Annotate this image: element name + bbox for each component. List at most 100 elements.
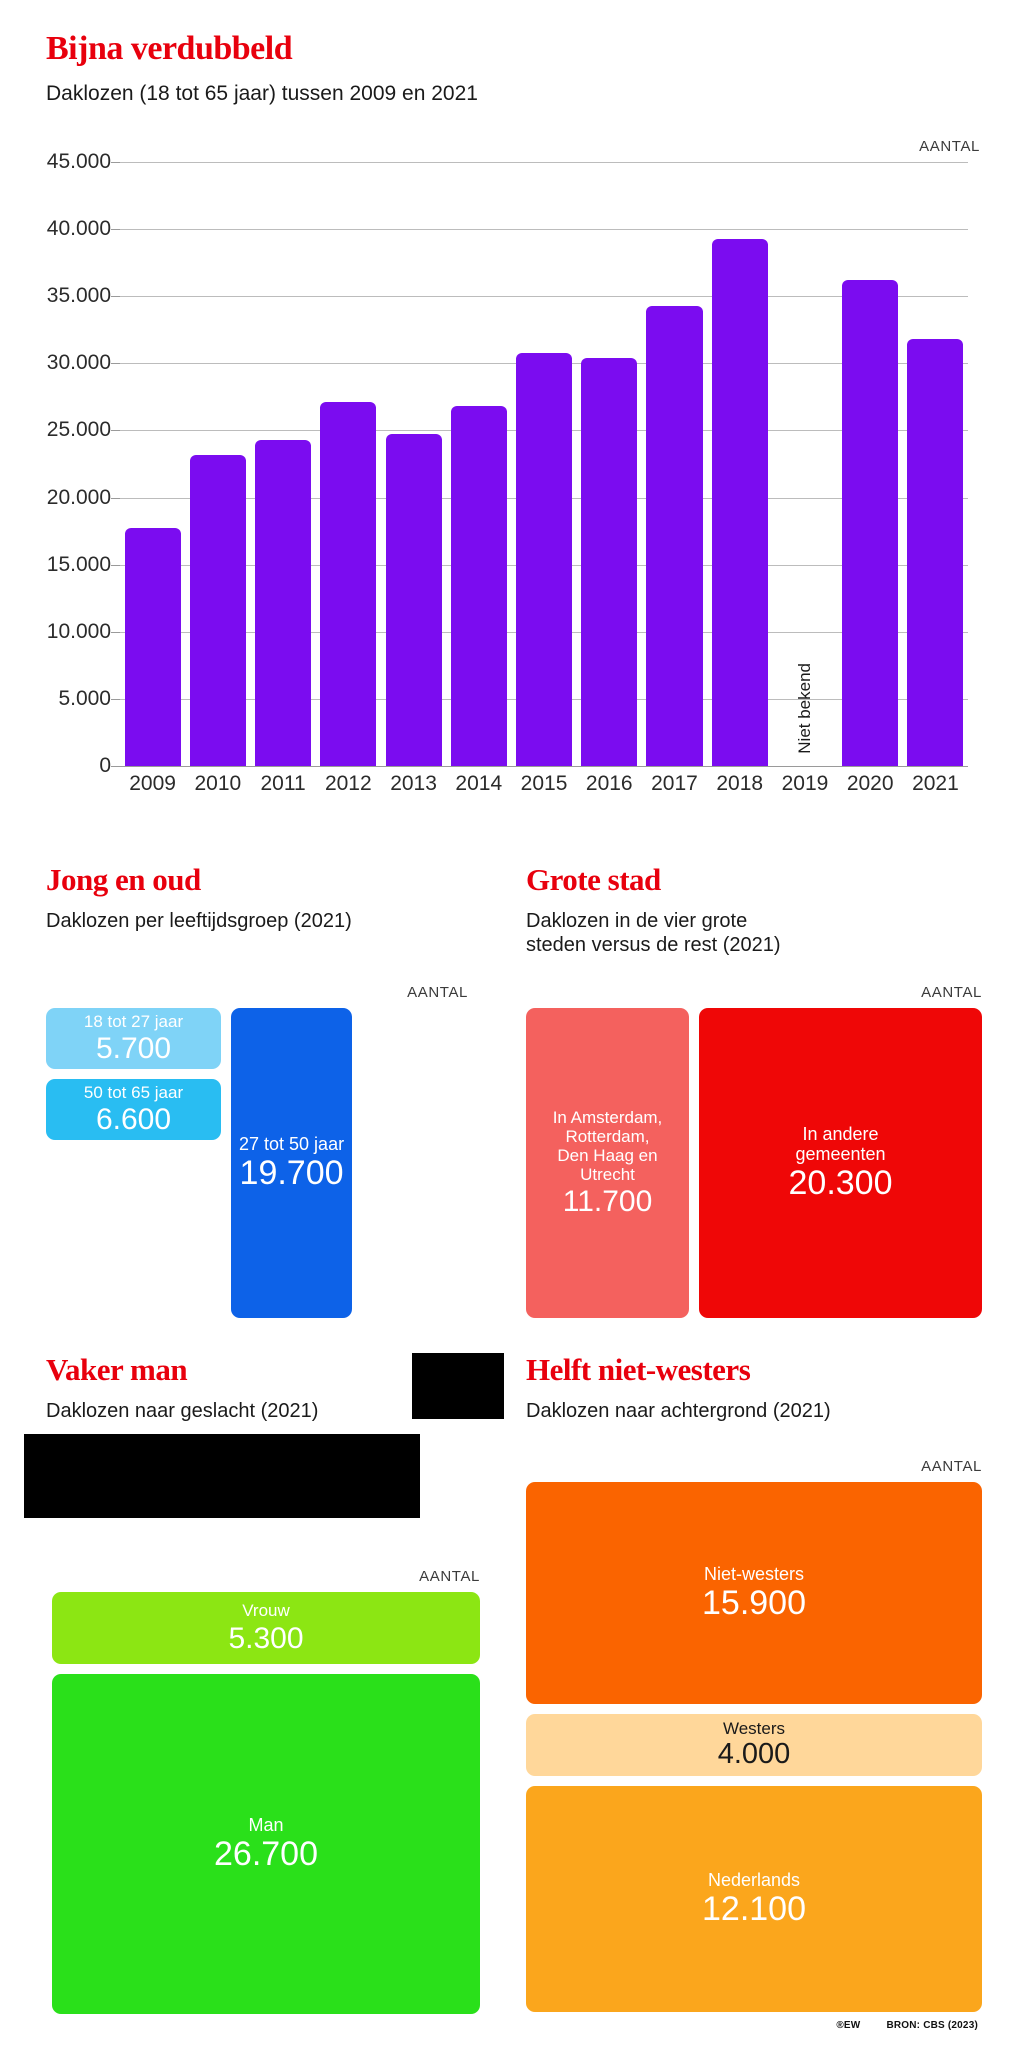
sex-section-unit-label: AANTAL: [419, 1568, 480, 1585]
gridline: [120, 229, 968, 231]
footer-source: BRON: CBS (2023): [886, 2020, 978, 2031]
age-treemap: 18 tot 27 jaar 5.700 50 tot 65 jaar 6.60…: [46, 1008, 468, 1318]
age-section-subtitle: Daklozen per leeftijdsgroep (2021): [46, 910, 352, 932]
sex-treemap: Vrouw 5.300 Man 26.700: [52, 1592, 480, 2014]
footer-credit: ®EW: [836, 2020, 861, 2031]
bar-2009: [124, 528, 181, 766]
redaction-block-lower: [24, 1434, 420, 1518]
age-cell-label: 27 tot 50 jaar: [239, 1133, 345, 1154]
background-cell-value: 12.100: [702, 1889, 806, 1928]
y-axis-tick-label: 35.000: [47, 284, 120, 308]
age-cell-value: 5.700: [95, 1032, 172, 1066]
age-section-unit-label: AANTAL: [407, 984, 468, 1001]
y-axis-tick-label: 20.000: [47, 486, 120, 510]
bar-2014: [450, 406, 507, 766]
bar-2018: [711, 238, 768, 766]
x-axis-label-2020: 2020: [846, 772, 894, 795]
x-axis-label-2012: 2012: [324, 772, 372, 795]
background-cell-value: 4.000: [717, 1738, 791, 1771]
sex-section: Vaker man Daklozen naar geslacht (2021) …: [0, 1340, 512, 2052]
background-section: Helft niet-westers Daklozen naar achterg…: [512, 1340, 1024, 2052]
bar-2011: [255, 439, 312, 766]
age-cell-value: 6.600: [95, 1103, 172, 1137]
gridline: [120, 296, 968, 298]
age-cell-value: 19.700: [239, 1153, 344, 1192]
city-cell-four-big-cities: In Amsterdam, Rotterdam, Den Haag en Utrech…: [526, 1008, 689, 1318]
x-axis-label-2017: 2017: [651, 772, 698, 795]
x-axis-label-2011: 2011: [260, 772, 306, 795]
background-cell-label: Niet-westers: [703, 1563, 805, 1584]
city-section-unit-label: AANTAL: [921, 984, 982, 1001]
background-cell-label: Westers: [722, 1719, 786, 1739]
sex-cell-label: Vrouw: [242, 1601, 290, 1621]
bar-chart-section: Bijna verdubbeld Daklozen (18 tot 65 jaa…: [0, 0, 1024, 830]
background-cell-label: Nederlands: [707, 1869, 801, 1890]
bar-2017: [646, 305, 703, 766]
bar-cell-2012: [316, 162, 381, 766]
city-cell-other-municipalities: In andere gemeenten 20.300: [699, 1008, 982, 1318]
bar-cell-2014: [446, 162, 511, 766]
y-axis-tick-label: 25.000: [47, 418, 120, 442]
background-section-subtitle: Daklozen naar achtergrond (2021): [526, 1400, 831, 1422]
x-axis-label-2013: 2013: [390, 772, 437, 795]
sex-cell-value: 5.300: [228, 1621, 304, 1655]
background-treemap: Niet-westers 15.900 Westers 4.000 Nederl…: [526, 1482, 982, 2012]
x-axis-label-2014: 2014: [455, 772, 503, 795]
age-cell-label: 18 tot 27 jaar: [83, 1012, 184, 1031]
background-cell-nederlands: Nederlands 12.100: [526, 1786, 982, 2012]
background-cell-value: 15.900: [702, 1583, 806, 1622]
sex-cell-vrouw: Vrouw 5.300: [52, 1592, 480, 1664]
bar-cell-2015: [511, 162, 576, 766]
y-axis-tick-label: 5.000: [58, 687, 120, 711]
bar-2021: [907, 339, 964, 766]
bar-chart-bars: Niet bekend: [120, 162, 968, 766]
city-section: Grote stad Daklozen in de vier grote sted…: [512, 850, 1024, 1340]
city-cell-label: In andere gemeenten: [795, 1123, 886, 1164]
bar-chart-plot-area: 0 5.000 10.000 15.000 20.000 25.000 30.000 35.0…: [47, 150, 968, 777]
bar-2020: [842, 280, 899, 766]
bar-chart-subtitle: Daklozen (18 tot 65 jaar) tussen 2009 en…: [46, 82, 478, 105]
x-axis-label-2018: 2018: [716, 772, 764, 795]
x-axis-label-2019: 2019: [781, 772, 829, 795]
y-axis-tick-label: 30.000: [47, 351, 120, 375]
bar-cell-2021: [903, 162, 968, 766]
bar-2010: [189, 454, 246, 766]
missing-data-label: Niet bekend: [794, 663, 814, 754]
footer: ®EW BRON: CBS (2023): [0, 2020, 1024, 2031]
bar-chart-unit-label: AANTAL: [919, 138, 980, 155]
bar-cell-2010: [185, 162, 250, 766]
age-cell-label: 50 tot 65 jaar: [83, 1083, 184, 1103]
x-axis-label-2010: 2010: [194, 772, 242, 795]
bar-cell-2013: [381, 162, 446, 766]
sex-cell-man: Man 26.700: [52, 1674, 480, 2014]
age-treemap-left-column: 18 tot 27 jaar 5.700 50 tot 65 jaar 6.60…: [46, 1008, 221, 1318]
age-section-title: Jong en oud: [46, 862, 201, 897]
bar-chart-title: Bijna verdubbeld: [46, 30, 293, 67]
background-section-unit-label: AANTAL: [921, 1458, 982, 1475]
x-axis-label-2015: 2015: [520, 772, 568, 795]
background-cell-westers: Westers 4.000: [526, 1714, 982, 1776]
city-treemap: In Amsterdam, Rotterdam, Den Haag en Utrech…: [526, 1008, 982, 1318]
y-axis-tick-label: 0: [99, 754, 120, 778]
sex-cell-label: Man: [248, 1814, 284, 1835]
background-section-title: Helft niet-westers: [526, 1352, 751, 1387]
bar-chart-x-axis-labels: 2009 2010 2011 2012 2013 2014 2015 2016 2017 2018…: [120, 772, 968, 796]
bar-cell-2019: Niet bekend: [772, 162, 837, 766]
city-cell-value: 20.300: [788, 1163, 893, 1202]
y-axis-tick-label: 10.000: [47, 620, 120, 644]
bar-2016: [581, 357, 638, 766]
sex-section-title: Vaker man: [46, 1352, 188, 1387]
city-cell-label: In Amsterdam, Rotterdam, Den Haag en Utrech…: [552, 1107, 663, 1185]
bar-2012: [320, 402, 377, 766]
bar-cell-2009: [120, 162, 185, 766]
sex-section-subtitle: Daklozen naar geslacht (2021): [46, 1400, 319, 1422]
bar-2013: [385, 434, 442, 766]
x-axis-label-2009: 2009: [129, 772, 176, 795]
sex-cell-value: 26.700: [214, 1834, 318, 1873]
age-cell-18-27: 18 tot 27 jaar 5.700: [46, 1008, 221, 1070]
y-axis-tick-label: 15.000: [47, 553, 120, 577]
redaction-block-upper: [412, 1353, 504, 1419]
y-axis-tick-label: 45.000: [47, 150, 120, 174]
bar-cell-2011: [250, 162, 315, 766]
